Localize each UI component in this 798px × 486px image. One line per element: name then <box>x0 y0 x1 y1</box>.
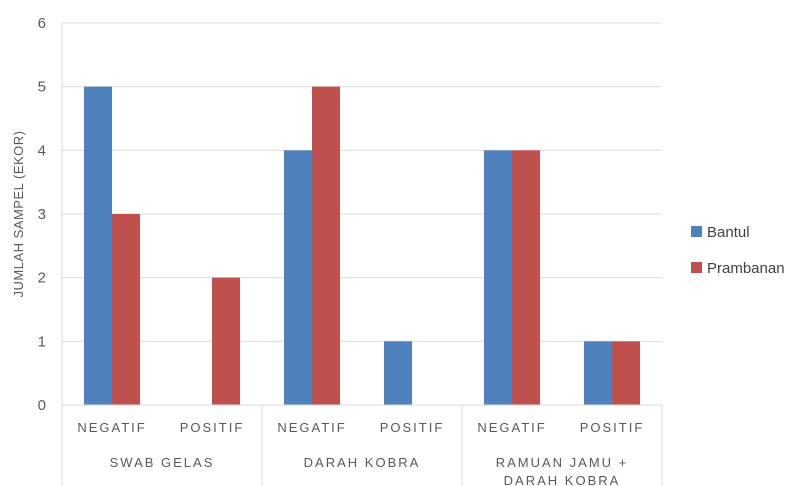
x-axis: NEGATIF POSITIF NEGATIF POSITIF NEGATIF POSIT… <box>61 404 663 486</box>
x-subcategory-label: NEGATIF <box>77 420 146 435</box>
legend: Bantul Prambanan <box>691 224 785 277</box>
x-group-label: SWAB GELAS <box>110 455 215 470</box>
x-subcategory-label: POSITIF <box>380 420 445 435</box>
legend-swatch-prambanan <box>691 262 702 273</box>
y-axis-label: JUMLAH SAMPEL (EKOR) <box>11 131 26 298</box>
y-tick-label: 1 <box>38 333 46 350</box>
y-axis-ticks: 0 1 2 3 4 5 6 <box>38 15 46 414</box>
bar-bantul-0 <box>84 86 112 406</box>
bar-bantul-4 <box>484 150 512 405</box>
x-group-label: DARAH KOBRA <box>304 455 421 470</box>
y-tick-label: 0 <box>38 397 46 414</box>
legend-label-bantul: Bantul <box>707 224 750 241</box>
bar-prambanan-5 <box>612 341 640 405</box>
y-tick-label: 5 <box>38 79 46 96</box>
x-group-label: DARAH KOBRA <box>504 473 621 486</box>
x-subcategory-label: NEGATIF <box>277 420 346 435</box>
y-tick-label: 6 <box>38 15 46 32</box>
bars <box>84 86 640 406</box>
bar-bantul-5 <box>584 341 612 405</box>
bar-prambanan-2 <box>312 86 340 406</box>
gridlines <box>61 22 662 405</box>
bar-bantul-2 <box>284 150 312 405</box>
bar-bantul-3 <box>384 341 412 405</box>
x-group-label: RAMUAN JAMU + <box>496 455 629 470</box>
legend-label-prambanan: Prambanan <box>707 260 785 277</box>
legend-swatch-bantul <box>691 226 702 237</box>
bar-prambanan-0 <box>112 214 140 405</box>
y-tick-label: 2 <box>38 270 46 287</box>
x-subcategory-label: NEGATIF <box>477 420 546 435</box>
x-subcategory-label: POSITIF <box>580 420 645 435</box>
bar-prambanan-4 <box>512 150 540 405</box>
y-tick-label: 4 <box>38 142 46 159</box>
x-subcategory-label: POSITIF <box>180 420 245 435</box>
bar-prambanan-1 <box>212 277 240 405</box>
y-tick-label: 3 <box>38 206 46 223</box>
